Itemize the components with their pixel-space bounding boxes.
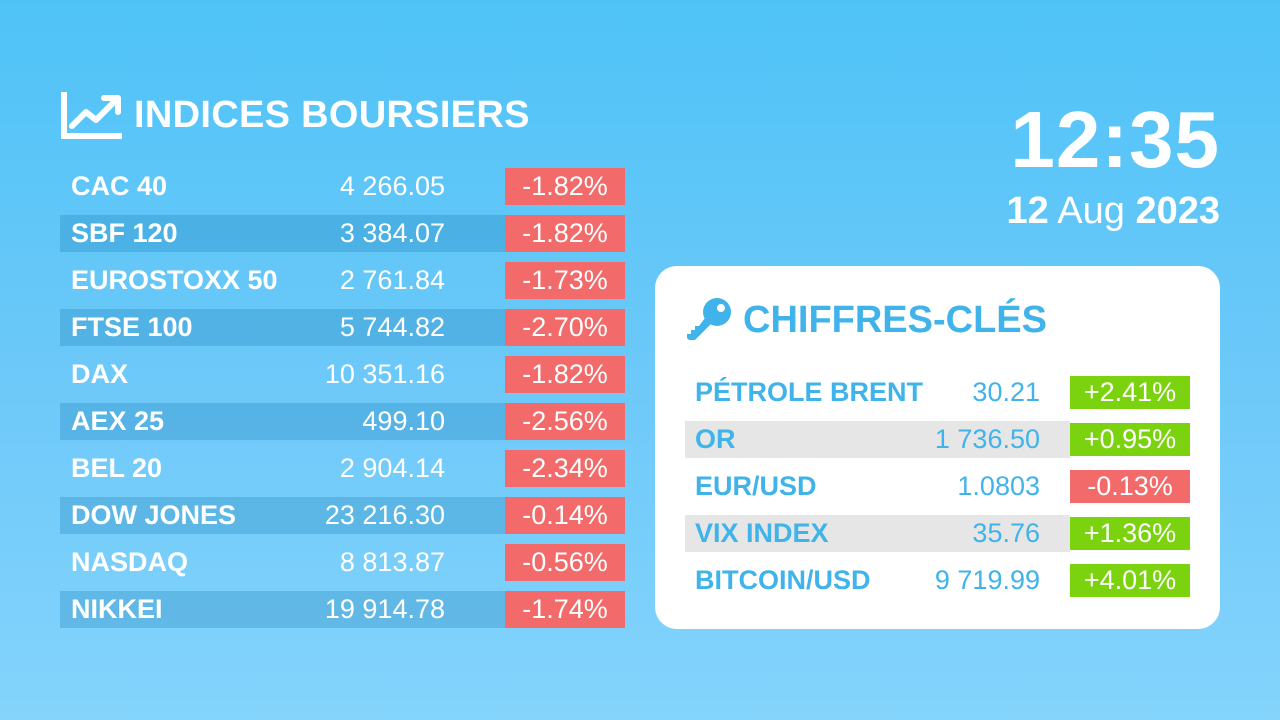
index-value: 23 216.30 [324, 500, 445, 530]
index-row: NASDAQ 8 813.87 -0.56% [60, 544, 625, 581]
index-value: 8 813.87 [339, 547, 445, 577]
key-figure-value: 9 719.99 [934, 565, 1040, 595]
key-figures-table: PÉTROLE BRENT 30.21 +2.41% OR 1 736.50 +… [685, 374, 1190, 609]
key-figure-value: 1.0803 [957, 471, 1040, 501]
index-row: DOW JONES 23 216.30 -0.14% [60, 497, 625, 534]
key-icon [687, 298, 731, 340]
index-name: FTSE 100 [71, 312, 193, 342]
index-name: AEX 25 [71, 406, 165, 436]
key-figure-change-badge: +2.41% [1070, 376, 1190, 409]
key-figures-card: CHIFFRES-CLÉS PÉTROLE BRENT 30.21 +2.41%… [655, 266, 1220, 629]
key-figure-value: 30.21 [972, 377, 1040, 407]
index-row: BEL 20 2 904.14 -2.34% [60, 450, 625, 487]
clock-date-day: 12 [1006, 190, 1049, 232]
index-row: EUROSTOXX 50 2 761.84 -1.73% [60, 262, 625, 299]
key-figure-row: OR 1 736.50 +0.95% [685, 421, 1190, 458]
clock-date: 12 Aug 2023 [1007, 190, 1220, 232]
clock-date-year: 2023 [1135, 190, 1220, 232]
index-change-badge: -2.34% [505, 450, 625, 487]
index-value: 3 384.07 [339, 218, 445, 248]
clock: 12:35 12 Aug 2023 [1007, 94, 1220, 232]
index-change-badge: -2.70% [505, 309, 625, 346]
index-name: NASDAQ [71, 547, 189, 577]
index-change-badge: -0.56% [505, 544, 625, 581]
index-name: DAX [71, 359, 129, 389]
index-name: SBF 120 [71, 218, 178, 248]
key-figure-name: EUR/USD [695, 471, 817, 501]
trending-up-chart-icon [61, 92, 122, 139]
index-row: CAC 40 4 266.05 -1.82% [60, 168, 625, 205]
key-figure-value: 1 736.50 [934, 424, 1040, 454]
index-name: CAC 40 [71, 171, 168, 201]
index-value: 2 761.84 [339, 265, 445, 295]
index-row: FTSE 100 5 744.82 -2.70% [60, 309, 625, 346]
index-change-badge: -1.82% [505, 168, 625, 205]
key-figure-change-badge: +0.95% [1070, 423, 1190, 456]
key-figure-value: 35.76 [972, 518, 1040, 548]
index-row: SBF 120 3 384.07 -1.82% [60, 215, 625, 252]
key-figure-change-badge: +4.01% [1070, 564, 1190, 597]
index-name: DOW JONES [71, 500, 237, 530]
key-figures-title: CHIFFRES-CLÉS [743, 298, 1047, 341]
index-value: 499.10 [362, 406, 445, 436]
index-change-badge: -1.73% [505, 262, 625, 299]
index-change-badge: -1.74% [505, 591, 625, 628]
key-figures-header: CHIFFRES-CLÉS [683, 294, 1047, 346]
index-change-badge: -0.14% [505, 497, 625, 534]
index-value: 4 266.05 [339, 171, 445, 201]
key-figure-change-badge: -0.13% [1070, 470, 1190, 503]
index-row: DAX 10 351.16 -1.82% [60, 356, 625, 393]
indices-table: CAC 40 4 266.05 -1.82% SBF 120 3 384.07 … [60, 168, 625, 638]
index-name: BEL 20 [71, 453, 163, 483]
index-change-badge: -1.82% [505, 215, 625, 252]
index-value: 19 914.78 [324, 594, 445, 624]
key-figure-row: PÉTROLE BRENT 30.21 +2.41% [685, 374, 1190, 411]
index-name: NIKKEI [71, 594, 163, 624]
clock-time: 12:35 [1010, 95, 1220, 184]
clock-date-month: Aug [1057, 190, 1125, 232]
index-value: 10 351.16 [324, 359, 445, 389]
index-value: 5 744.82 [339, 312, 445, 342]
key-figure-row: EUR/USD 1.0803 -0.13% [685, 468, 1190, 505]
key-figure-name: VIX INDEX [695, 518, 829, 548]
index-name: EUROSTOXX 50 [71, 265, 278, 295]
index-row: AEX 25 499.10 -2.56% [60, 403, 625, 440]
key-figure-row: BITCOIN/USD 9 719.99 +4.01% [685, 562, 1190, 599]
index-change-badge: -1.82% [505, 356, 625, 393]
indices-header: INDICES BOURSIERS [60, 88, 530, 142]
key-figure-row: VIX INDEX 35.76 +1.36% [685, 515, 1190, 552]
key-figure-name: PÉTROLE BRENT [695, 377, 924, 407]
indices-title: INDICES BOURSIERS [134, 93, 530, 136]
index-row: NIKKEI 19 914.78 -1.74% [60, 591, 625, 628]
index-value: 2 904.14 [339, 453, 445, 483]
key-figure-name: BITCOIN/USD [695, 565, 871, 595]
key-figure-name: OR [695, 424, 736, 454]
index-change-badge: -2.56% [505, 403, 625, 440]
key-figure-change-badge: +1.36% [1070, 517, 1190, 550]
